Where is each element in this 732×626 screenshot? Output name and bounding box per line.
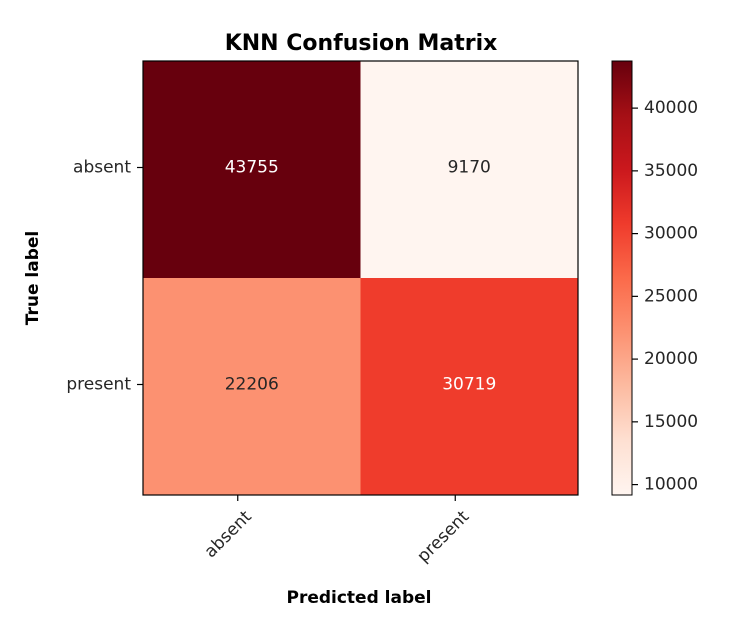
colorbar-ticks: 10000 15000 20000 25000 30000 35000 40000 [632,98,698,495]
y-tick-label: present [66,375,131,395]
chart-title: KNN Confusion Matrix [225,31,498,56]
colorbar-tick-label: 35000 [644,161,698,181]
matrix-cells: 43755 9170 22206 30719 [143,61,578,495]
colorbar-frame [611,60,633,496]
matrix-cell [360,61,578,278]
y-axis-label: True label [23,231,43,326]
cell-value-label: 22206 [225,375,279,395]
colorbar-tick-label: 25000 [644,286,698,306]
cell-value-label: 43755 [225,158,279,178]
colorbar-tick-label: 40000 [644,98,698,118]
plot-frame [142,60,579,496]
colorbar-tick-label: 15000 [644,412,698,432]
colorbar [612,61,632,495]
y-axis-ticks: absent present [66,158,143,395]
x-tick-label: absent [201,507,256,562]
x-axis-label: Predicted label [286,588,431,608]
cell-value-label: 30719 [442,375,496,395]
colorbar-tick-label: 10000 [644,475,698,495]
cell-value-label: 9170 [448,158,491,178]
y-tick-label: absent [73,158,131,178]
x-tick-label: present [413,507,473,567]
colorbar-tick-label: 30000 [644,224,698,244]
colorbar-tick-label: 20000 [644,349,698,369]
x-axis-ticks: absent present [201,495,474,567]
matrix-cell [360,278,578,495]
matrix-cell [143,278,361,495]
matrix-cell [143,61,361,278]
